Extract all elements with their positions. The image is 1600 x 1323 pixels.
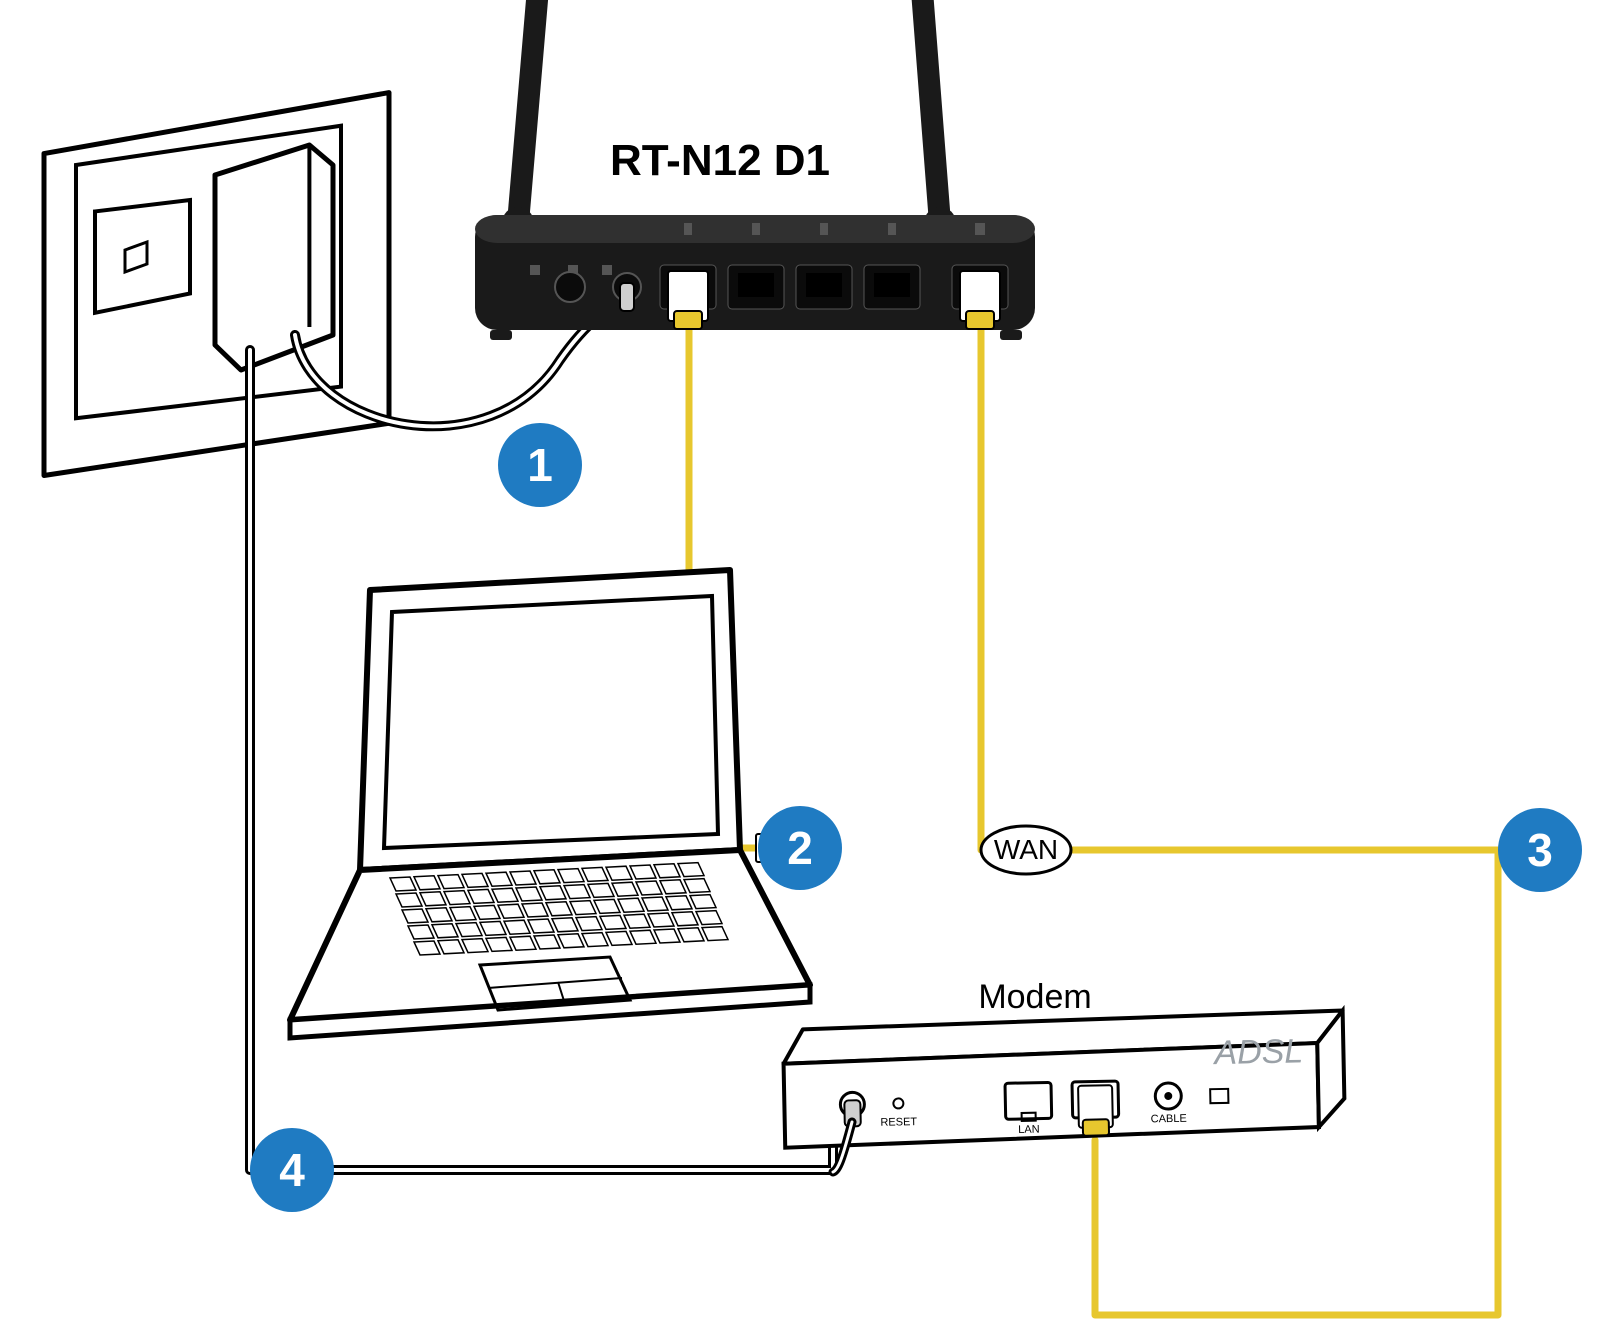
modem: ADSL RESET LAN CABLE (783, 1011, 1345, 1148)
step-badge-3-num: 3 (1527, 824, 1553, 876)
router-wan-boot (966, 311, 994, 329)
modem-coax-label: CABLE (1151, 1113, 1187, 1126)
router-wan-mark (975, 223, 985, 235)
modem-eth-boot (1083, 1119, 1109, 1136)
router-lan-hole-4 (874, 273, 910, 297)
step-badge-2-num: 2 (787, 822, 813, 874)
router-marker-2 (602, 265, 612, 275)
router-marker-0 (530, 265, 540, 275)
step-badge-1-num: 1 (527, 439, 553, 491)
router-model-label: RT-N12 D1 (610, 136, 830, 185)
router-foot-l (490, 330, 512, 340)
power-adapter-plugged (95, 200, 190, 313)
modem-brand: ADSL (1212, 1032, 1304, 1072)
router-lan-num-mark-1 (684, 223, 692, 235)
network-setup-diagram: RT-N12 D1 ADSL RESET LAN CABLE Modem WAN 1 2 3 4 (0, 0, 1600, 1323)
router-power-btn (555, 272, 585, 302)
laptop-screen (384, 596, 718, 848)
router-lan-hole-3 (806, 273, 842, 297)
modem-title: Modem (978, 978, 1091, 1016)
router-lan-hole-2 (738, 273, 774, 297)
power-adapter-brick (215, 145, 333, 370)
laptop (290, 570, 810, 1038)
wan-badge-text: WAN (994, 834, 1058, 865)
modem-lan-label: LAN (1018, 1124, 1040, 1136)
router-lan-num-mark-3 (820, 223, 828, 235)
router-lan-num-mark-4 (888, 223, 896, 235)
router-lan1-boot (674, 311, 702, 329)
router-dc-plug (620, 283, 634, 311)
router-foot-r (1000, 330, 1022, 340)
modem-reset-label: RESET (880, 1116, 917, 1129)
step-badge-4-num: 4 (279, 1144, 305, 1196)
router-lan-num-mark-2 (752, 223, 760, 235)
